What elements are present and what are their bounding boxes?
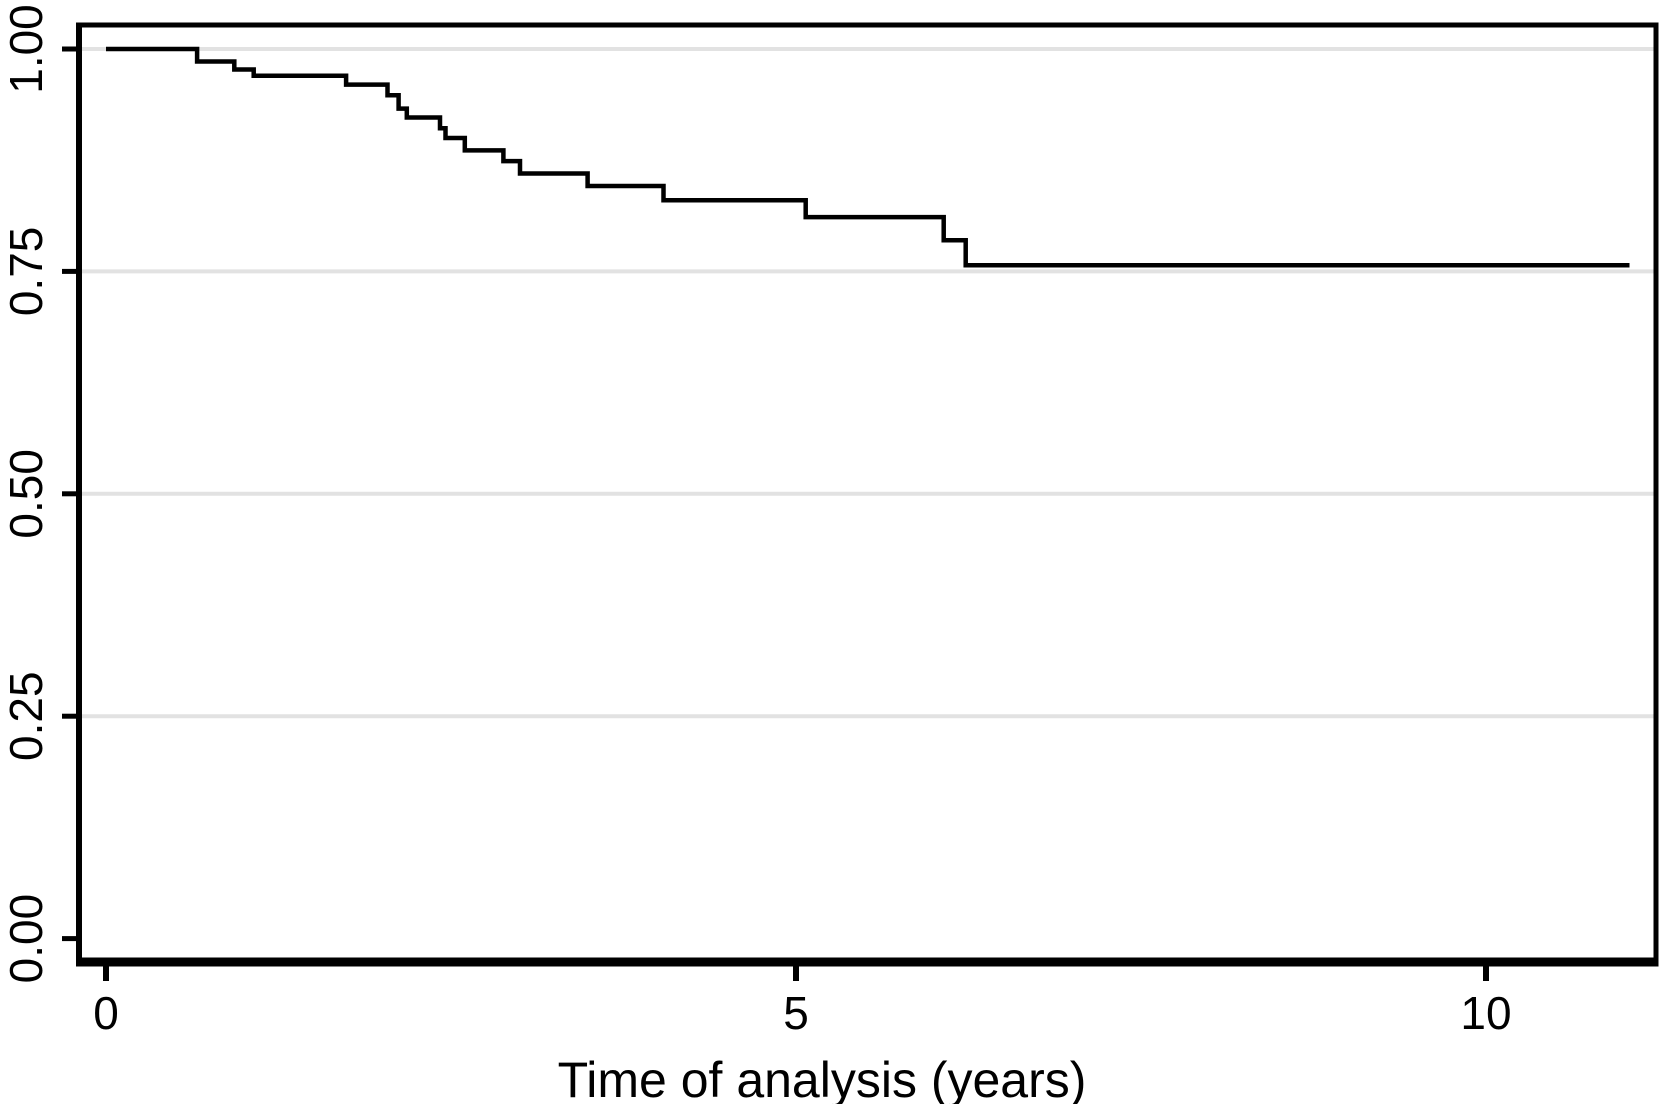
y-tick-label-0.75: 0.75: [0, 227, 52, 317]
plot-frame: [76, 22, 1659, 967]
y-tick-label-1.00: 1.00: [0, 4, 52, 94]
y-tick-label-0.25: 0.25: [0, 671, 52, 761]
x-axis-title: Time of analysis (years): [558, 1052, 1087, 1104]
y-axis: 0.00 0.25 0.50 0.75 1.00: [0, 4, 76, 983]
x-axis: 0 5 10: [93, 966, 1512, 1039]
y-tick-label-0.00: 0.00: [0, 894, 52, 984]
x-tick-label-10: 10: [1460, 987, 1511, 1039]
survival-curve: [106, 46, 1630, 268]
gridlines: [82, 47, 1654, 719]
x-tick-label-5: 5: [783, 987, 809, 1039]
x-tick-label-0: 0: [93, 987, 119, 1039]
y-tick-label-0.50: 0.50: [0, 449, 52, 539]
